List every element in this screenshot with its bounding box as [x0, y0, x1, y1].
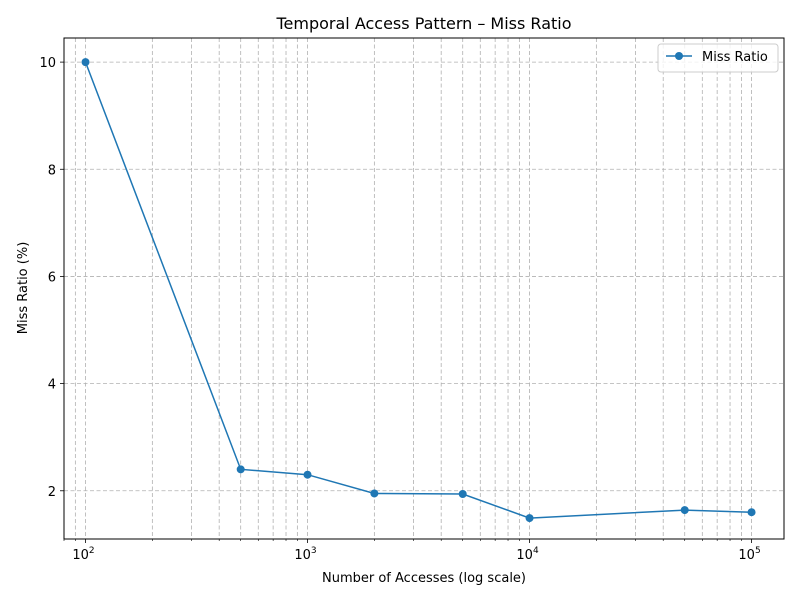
data-point [236, 465, 245, 474]
legend-label: Miss Ratio [702, 50, 768, 65]
y-tick-label: 6 [48, 270, 56, 285]
data-point [81, 58, 90, 67]
data-point [458, 489, 467, 498]
grid [63, 38, 784, 539]
x-tick-label: 103 [294, 546, 316, 563]
data-point [525, 514, 534, 523]
y-tick-label: 10 [39, 56, 56, 71]
x-tick-label: 104 [516, 546, 539, 563]
y-tick-label: 2 [48, 485, 56, 500]
chart-title: Temporal Access Pattern – Miss Ratio [275, 14, 571, 33]
x-tick-label: 105 [738, 546, 760, 563]
data-point [370, 489, 379, 498]
y-tick-label: 8 [48, 163, 56, 178]
data-point [680, 506, 689, 515]
series-line [84, 61, 752, 519]
plot-frame [63, 37, 785, 540]
legend-marker [675, 52, 683, 60]
series-layer [81, 58, 756, 523]
ticks: 102 103 104 105 2 4 6 8 10 [39, 56, 760, 563]
legend: Miss Ratio [657, 43, 779, 73]
data-point [747, 508, 756, 517]
x-axis-label: Number of Accesses (log scale) [322, 571, 526, 586]
y-axis-label: Miss Ratio (%) [16, 242, 31, 335]
legend-box [657, 43, 779, 73]
data-point [303, 470, 312, 479]
x-tick-label: 102 [72, 546, 94, 563]
y-tick-label: 4 [48, 378, 56, 393]
